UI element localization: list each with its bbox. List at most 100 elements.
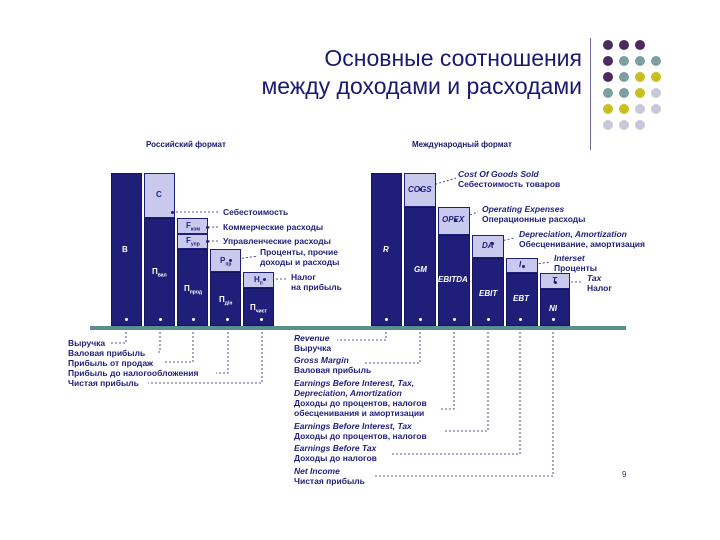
dot <box>651 72 661 82</box>
international-format-heading: Международный формат <box>412 140 512 149</box>
note-gross-margin: Gross Margin Валовая прибыль <box>294 355 372 375</box>
note-admin: Управленческие расходы <box>223 236 331 246</box>
note-ebt: Earnings Before Tax Доходы до налогов <box>294 443 377 463</box>
pin <box>171 211 174 214</box>
bar-pval-label: Пвал <box>152 267 167 279</box>
page-number: 9 <box>622 470 627 479</box>
dot <box>651 104 661 114</box>
pin <box>385 318 388 321</box>
note-ebitda: Earnings Before Interest, Tax, Depreciat… <box>294 378 427 418</box>
note-tax: Налог на прибыль <box>291 272 342 292</box>
pin <box>419 318 422 321</box>
dot <box>619 104 629 114</box>
note-sales-profit: Прибыль от продаж <box>68 358 154 368</box>
note-gross-profit: Валовая прибыль <box>68 348 146 358</box>
pin <box>491 242 494 245</box>
bar-gm <box>404 207 436 326</box>
note-other: Проценты, прочие доходы и расходы <box>260 247 340 267</box>
pin <box>419 188 422 191</box>
bar-pprod <box>177 249 208 326</box>
note-cost: Себестоимость <box>223 207 289 217</box>
bar-gm-label: GM <box>414 265 427 274</box>
pin <box>487 318 490 321</box>
dot <box>635 120 645 130</box>
note-revenue: Revenue Выручка <box>294 333 332 353</box>
pin <box>192 318 195 321</box>
bar-pdn <box>210 272 241 326</box>
bar-ebit <box>472 258 504 326</box>
bar-rpr <box>210 249 241 272</box>
bar-opex-label: OPEX <box>442 215 464 224</box>
note-net-income: Net Income Чистая прибыль <box>294 466 365 486</box>
dot <box>619 88 629 98</box>
pin <box>206 240 209 243</box>
page-title: Основные соотношения между доходами и ра… <box>261 44 582 100</box>
bar-c <box>144 173 175 218</box>
note-pretax-profit: Прибыль до налогообложения <box>68 368 199 378</box>
bar-fkom-label: Fком <box>186 221 201 233</box>
note-commercial: Коммерческие расходы <box>223 222 324 232</box>
pin <box>552 318 555 321</box>
dot <box>619 56 629 66</box>
pin <box>206 226 209 229</box>
pin <box>260 318 263 321</box>
bar-fupr-label: Fупр <box>186 236 200 248</box>
bar-pprod-label: Ппрод <box>184 284 202 296</box>
bar-v <box>111 173 142 326</box>
dot <box>651 88 661 98</box>
note-ebit: Earnings Before Interest, Tax Доходы до … <box>294 421 427 441</box>
bar-ebt-label: EBT <box>513 294 529 303</box>
dot <box>619 120 629 130</box>
dot <box>635 88 645 98</box>
title-line-2: между доходами и расходами <box>261 73 582 99</box>
pin <box>125 318 128 321</box>
dot <box>603 88 613 98</box>
pin <box>159 318 162 321</box>
note-i: Interset Проценты <box>554 253 598 273</box>
bar-ni-label: NI <box>549 304 557 313</box>
title-line-1: Основные соотношения <box>324 45 582 71</box>
bar-ni <box>540 289 570 326</box>
bar-ebitda <box>438 235 470 326</box>
bar-rpr-label: Рпр <box>220 256 232 268</box>
note-da: Depreciation, Amortization Обесценивание… <box>519 229 645 249</box>
bar-v-label: В <box>122 245 128 254</box>
dot <box>603 72 613 82</box>
bar-pchist-label: Пчист <box>250 303 267 315</box>
bar-hp <box>243 272 274 288</box>
pin <box>522 265 525 268</box>
pin <box>263 278 266 281</box>
title-divider <box>590 38 591 150</box>
dot <box>635 104 645 114</box>
bar-pval <box>144 218 175 326</box>
pin <box>229 259 232 262</box>
bar-c-label: С <box>156 190 162 199</box>
bar-i-label: I <box>519 260 522 269</box>
note-net-profit: Чистая прибыль <box>68 378 139 388</box>
dot <box>619 40 629 50</box>
bar-ebt <box>506 273 538 326</box>
pin <box>554 281 557 284</box>
dot <box>651 56 661 66</box>
bar-t-label: T <box>552 276 557 285</box>
dot <box>635 40 645 50</box>
bar-pdn-label: Пд/н <box>219 295 233 307</box>
dot <box>603 40 613 50</box>
russian-format-heading: Российский формат <box>146 140 226 149</box>
baseline <box>90 326 626 330</box>
dot <box>635 56 645 66</box>
dot <box>603 104 613 114</box>
note-t: Tax Налог <box>587 273 612 293</box>
bar-ebit-label: EBIT <box>479 289 498 298</box>
pin <box>226 318 229 321</box>
note-opex: Operating Expenses Операционные расходы <box>482 204 586 224</box>
dot <box>603 56 613 66</box>
note-cogs: Cost Of Goods Sold Себестоимость товаров <box>458 169 561 189</box>
dot <box>603 120 613 130</box>
pin <box>453 318 456 321</box>
dot <box>635 72 645 82</box>
bar-r-label: R <box>383 245 389 254</box>
bar-r <box>371 173 402 326</box>
bar-pchist <box>243 288 274 326</box>
dot <box>619 72 629 82</box>
